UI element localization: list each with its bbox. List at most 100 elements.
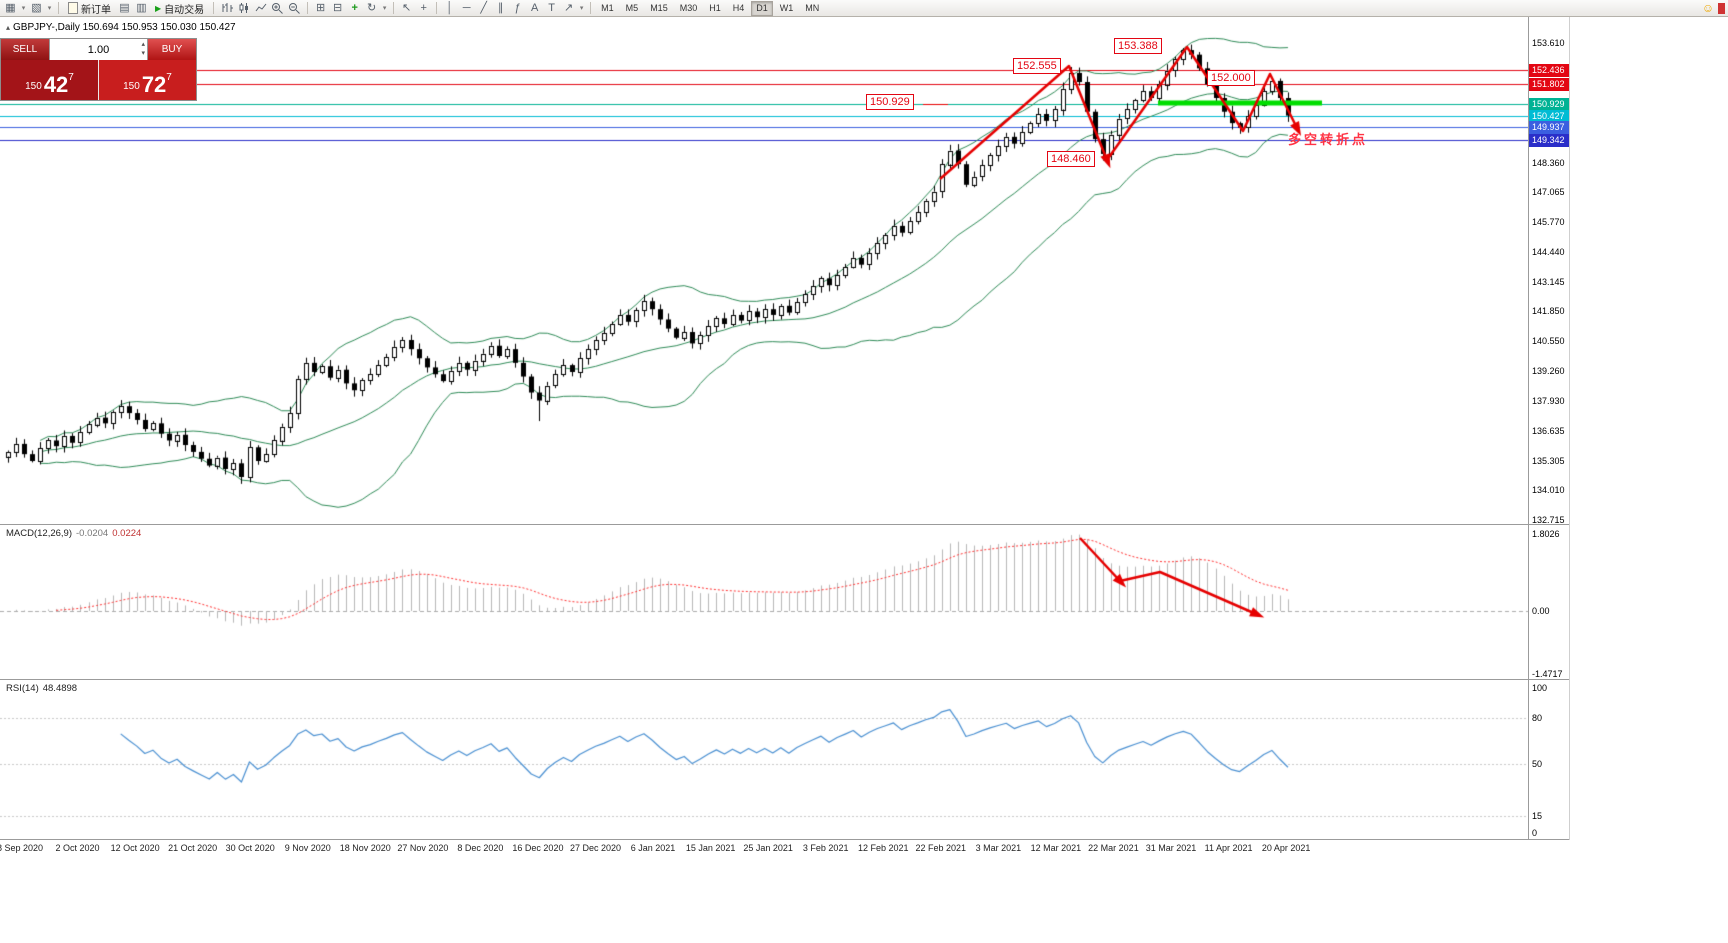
trendline-tool-icon[interactable]: ╱ bbox=[480, 1, 487, 14]
candlestick-chart-icon[interactable] bbox=[236, 2, 251, 15]
macd-scale-label: 0.00 bbox=[1532, 606, 1550, 616]
price-scale-label: 145.770 bbox=[1532, 216, 1565, 227]
price-scale-label: 136.635 bbox=[1532, 425, 1565, 436]
text-tool-icon[interactable]: A bbox=[530, 1, 539, 14]
rsi-pane-canvas[interactable] bbox=[0, 680, 1528, 839]
buy-button[interactable]: BUY bbox=[148, 39, 196, 60]
fibonacci-tool-icon[interactable]: ƒ bbox=[514, 1, 521, 14]
add-indicator-icon[interactable]: + bbox=[351, 1, 358, 14]
date-label: 3 Mar 2021 bbox=[975, 843, 1022, 853]
price-scale-label: 132.715 bbox=[1532, 515, 1565, 526]
buy-price-pips: 72 bbox=[141, 72, 167, 97]
macd-pane-canvas[interactable] bbox=[0, 525, 1528, 679]
price-annotation-box[interactable]: 153.388 bbox=[1114, 38, 1162, 54]
toolbar-separator bbox=[393, 2, 395, 14]
arrows-caret-icon[interactable]: ▾ bbox=[579, 5, 584, 12]
period-cycle-icon[interactable]: ↻ bbox=[367, 1, 377, 14]
volume-down-button[interactable]: ▾ bbox=[141, 50, 145, 57]
macd-name: MACD(12,26,9) bbox=[6, 528, 72, 539]
arrows-tool-icon[interactable]: ↗ bbox=[564, 1, 574, 14]
price-annotation-box[interactable]: 150.929 bbox=[866, 94, 914, 110]
buy-price-display[interactable]: 150 72 7 bbox=[99, 60, 196, 100]
volume-value[interactable]: 1.00 bbox=[87, 43, 110, 56]
price-annotation-box[interactable]: 152.000 bbox=[1207, 70, 1255, 86]
new-chart-caret-icon[interactable]: ▾ bbox=[21, 5, 26, 12]
zoom-out-icon[interactable] bbox=[287, 2, 302, 15]
toolbar-separator bbox=[213, 2, 215, 14]
market-watch-icon[interactable]: ▤ bbox=[119, 1, 130, 14]
cascade-windows-icon[interactable]: ⊟ bbox=[333, 1, 343, 14]
price-annotation-box[interactable]: 148.460 bbox=[1047, 151, 1095, 167]
tile-windows-icon[interactable]: ⊞ bbox=[316, 1, 326, 14]
timeframe-m15[interactable]: M15 bbox=[650, 2, 668, 13]
price-level-tag: 150.929 bbox=[1529, 98, 1569, 112]
timeframe-mn[interactable]: MN bbox=[805, 2, 820, 13]
rsi-value: 48.4898 bbox=[42, 683, 78, 694]
date-label: 15 Jan 2021 bbox=[685, 843, 736, 853]
community-icon[interactable] bbox=[1718, 2, 1725, 14]
date-label: 16 Dec 2020 bbox=[512, 843, 564, 853]
timeframe-m5[interactable]: M5 bbox=[625, 2, 639, 13]
date-label: 22 Feb 2021 bbox=[915, 843, 967, 853]
price-annotation-box[interactable]: 152.555 bbox=[1013, 58, 1061, 74]
zoom-in-icon[interactable] bbox=[270, 2, 285, 15]
profiles-icon[interactable]: ▧ bbox=[31, 1, 42, 14]
date-label: 8 Sep 2020 bbox=[0, 843, 44, 853]
new-chart-icon[interactable]: ▦ bbox=[5, 1, 16, 14]
date-label: 20 Apr 2021 bbox=[1261, 843, 1311, 853]
timeframe-m30[interactable]: M30 bbox=[679, 2, 698, 13]
rsi-pane-resize-handle[interactable] bbox=[0, 679, 1570, 680]
sell-price-display[interactable]: 150 42 7 bbox=[1, 60, 99, 100]
horizontal-line-tool-icon[interactable]: ─ bbox=[462, 1, 471, 14]
turning-point-note[interactable]: 多空转折点 bbox=[1288, 132, 1369, 147]
cursor-icon[interactable]: ↖ bbox=[402, 1, 412, 14]
autotrading-button[interactable]: ▶ 自动交易 bbox=[151, 1, 208, 16]
new-order-label: 新订单 bbox=[81, 4, 111, 16]
toolbar-separator bbox=[307, 2, 309, 14]
new-order-button[interactable]: 新订单 bbox=[64, 1, 115, 16]
main-chart-canvas[interactable] bbox=[0, 17, 1528, 524]
timeframe-w1[interactable]: W1 bbox=[779, 2, 794, 13]
channel-tool-icon[interactable]: ∥ bbox=[497, 1, 504, 14]
profiles-caret-icon[interactable]: ▾ bbox=[47, 5, 52, 12]
date-label: 9 Nov 2020 bbox=[284, 843, 331, 853]
date-label: 27 Dec 2020 bbox=[569, 843, 622, 853]
symbol-ohlc-text: GBPJPY-,Daily 150.694 150.953 150.030 15… bbox=[13, 22, 236, 33]
data-window-icon[interactable]: ▥ bbox=[136, 1, 147, 14]
symbol-ohlc-line: ▴ GBPJPY-,Daily 150.694 150.953 150.030 1… bbox=[6, 22, 236, 33]
buy-price-point: 7 bbox=[166, 72, 172, 83]
templates-caret-icon[interactable]: ▾ bbox=[382, 5, 387, 12]
label-tool-icon[interactable]: T bbox=[548, 1, 556, 14]
date-label: 12 Oct 2020 bbox=[110, 843, 160, 853]
toolbar-separator bbox=[590, 2, 592, 14]
price-level-tag: 152.436 bbox=[1529, 63, 1569, 77]
crosshair-icon[interactable]: + bbox=[420, 1, 427, 14]
timeframe-d1[interactable]: D1 bbox=[751, 0, 773, 16]
rsi-scale-label: 15 bbox=[1532, 811, 1543, 822]
date-label: 27 Nov 2020 bbox=[397, 843, 449, 853]
price-scale-label: 143.145 bbox=[1532, 276, 1565, 287]
smiley-icon[interactable]: ☺ bbox=[1701, 1, 1715, 15]
volume-field[interactable]: 1.00 ▴ ▾ bbox=[49, 39, 148, 60]
macd-pane-resize-handle[interactable] bbox=[0, 524, 1570, 525]
timeframe-m1[interactable]: M1 bbox=[601, 2, 614, 13]
window-right-border bbox=[1569, 17, 1570, 840]
bar-chart-icon[interactable] bbox=[219, 2, 234, 15]
toolbar-separator bbox=[436, 2, 438, 14]
time-axis-divider bbox=[0, 839, 1570, 840]
timeframe-h1[interactable]: H1 bbox=[709, 2, 721, 13]
vertical-line-tool-icon[interactable]: │ bbox=[446, 1, 454, 14]
price-level-tag: 150.427 bbox=[1529, 109, 1569, 123]
date-label: 12 Feb 2021 bbox=[857, 843, 909, 853]
date-label: 8 Dec 2020 bbox=[457, 843, 504, 853]
timeframe-h4[interactable]: H4 bbox=[732, 2, 745, 13]
price-scale-label: 144.440 bbox=[1532, 247, 1565, 258]
sell-button[interactable]: SELL bbox=[1, 39, 49, 60]
date-label: 6 Jan 2021 bbox=[630, 843, 676, 853]
date-label: 18 Nov 2020 bbox=[339, 843, 391, 853]
date-label: 31 Mar 2021 bbox=[1145, 843, 1197, 853]
price-scale-divider[interactable] bbox=[1528, 17, 1529, 840]
volume-up-button[interactable]: ▴ bbox=[141, 41, 145, 48]
line-chart-icon[interactable] bbox=[253, 2, 268, 15]
toolbar: ▦ ▾ ▧ ▾ 新订单 ▤ ▥ ▶ 自动交易 ⊞ ⊟ + ↻ ▾ ↖ + │ ─… bbox=[0, 0, 1728, 17]
